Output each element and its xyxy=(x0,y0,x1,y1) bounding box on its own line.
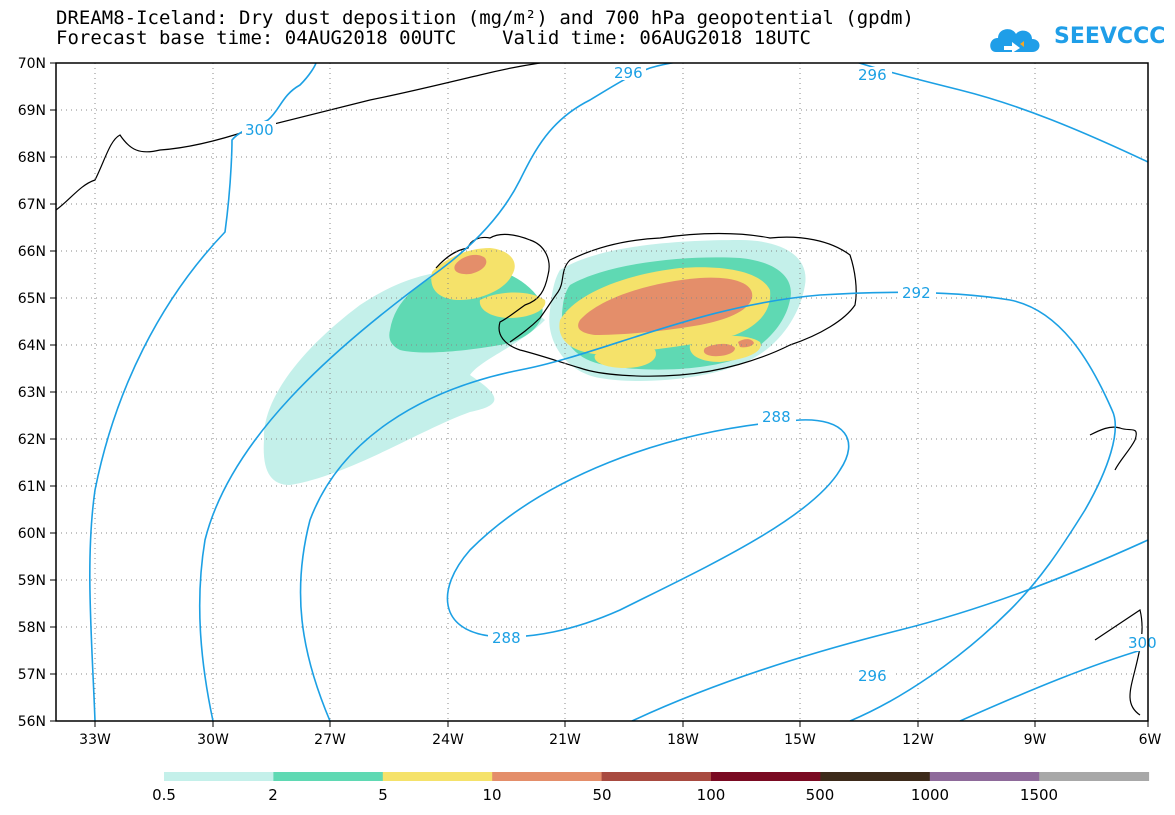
lon-label: 18W xyxy=(667,732,699,748)
contour-label: 300 xyxy=(1128,634,1157,652)
contour-label: 296 xyxy=(858,667,887,685)
dust-shading xyxy=(263,240,806,485)
lat-label: 63N xyxy=(18,385,46,401)
legend-colorbar xyxy=(164,772,1150,781)
legend-label: 100 xyxy=(697,786,726,804)
lon-label: 6W xyxy=(1139,732,1162,748)
logo-text: SEEVCCC xyxy=(1054,24,1166,49)
legend-swatch xyxy=(711,772,821,781)
contour-label: 296 xyxy=(858,66,887,84)
lat-label: 61N xyxy=(18,479,46,495)
lat-label: 70N xyxy=(18,56,46,72)
lat-label: 65N xyxy=(18,291,46,307)
lat-label: 68N xyxy=(18,150,46,166)
lon-label: 9W xyxy=(1024,732,1047,748)
legend-label: 500 xyxy=(806,786,835,804)
legend-label: 50 xyxy=(592,786,611,804)
lat-label: 67N xyxy=(18,197,46,213)
lon-label: 21W xyxy=(549,732,581,748)
legend-label: 1500 xyxy=(1020,786,1058,804)
contour-label: 288 xyxy=(762,408,791,426)
graticule xyxy=(56,63,1148,721)
legend-swatch xyxy=(164,772,274,781)
contour-label: 288 xyxy=(492,629,521,647)
lat-label: 60N xyxy=(18,526,46,542)
geopotential-contours xyxy=(89,63,1148,721)
lat-label: 62N xyxy=(18,432,46,448)
tick-marks xyxy=(50,62,1149,727)
longitude-labels: 33W 30W 27W 24W 21W 18W 15W 12W 9W 6W xyxy=(79,732,1161,748)
lat-label: 66N xyxy=(18,244,46,260)
legend-swatch xyxy=(273,772,384,781)
legend-swatch xyxy=(929,772,1040,781)
lon-label: 15W xyxy=(784,732,816,748)
map-title: DREAM8-Iceland: Dry dust deposition (mg/… xyxy=(56,7,914,29)
lon-label: 12W xyxy=(902,732,934,748)
legend-label: 10 xyxy=(482,786,501,804)
map-subtitle: Forecast base time: 04AUG2018 00UTC Vali… xyxy=(56,27,811,49)
lat-label: 56N xyxy=(18,714,46,730)
lat-label: 59N xyxy=(18,573,46,589)
legend-label: 0.5 xyxy=(152,786,176,804)
legend-swatch xyxy=(1039,772,1150,781)
legend-label: 2 xyxy=(268,786,278,804)
lat-label: 57N xyxy=(18,667,46,683)
lon-label: 33W xyxy=(79,732,111,748)
lon-label: 24W xyxy=(432,732,464,748)
contour-label-group: 300 296 296 292 288 288 296 300 xyxy=(242,63,1157,685)
lon-label: 27W xyxy=(314,732,346,748)
contour-label: 296 xyxy=(614,64,643,82)
lat-label: 69N xyxy=(18,103,46,119)
legend-swatch xyxy=(382,772,493,781)
lat-label: 64N xyxy=(18,338,46,354)
legend-labels: 0.5 2 5 10 50 100 500 1000 1500 xyxy=(152,786,1058,804)
contour-label: 292 xyxy=(902,284,931,302)
seevccc-logo-cloud-icon xyxy=(990,29,1040,53)
contour-label: 300 xyxy=(245,121,274,139)
legend-swatch xyxy=(820,772,931,781)
legend-swatch xyxy=(601,772,712,781)
lon-label: 30W xyxy=(197,732,229,748)
legend-label: 5 xyxy=(378,786,388,804)
lat-label: 58N xyxy=(18,620,46,636)
legend-swatch xyxy=(492,772,603,781)
latitude-labels: 70N 69N 68N 67N 66N 65N 64N 63N 62N 61N … xyxy=(18,56,46,730)
coastlines xyxy=(56,63,1143,716)
legend-label: 1000 xyxy=(911,786,949,804)
